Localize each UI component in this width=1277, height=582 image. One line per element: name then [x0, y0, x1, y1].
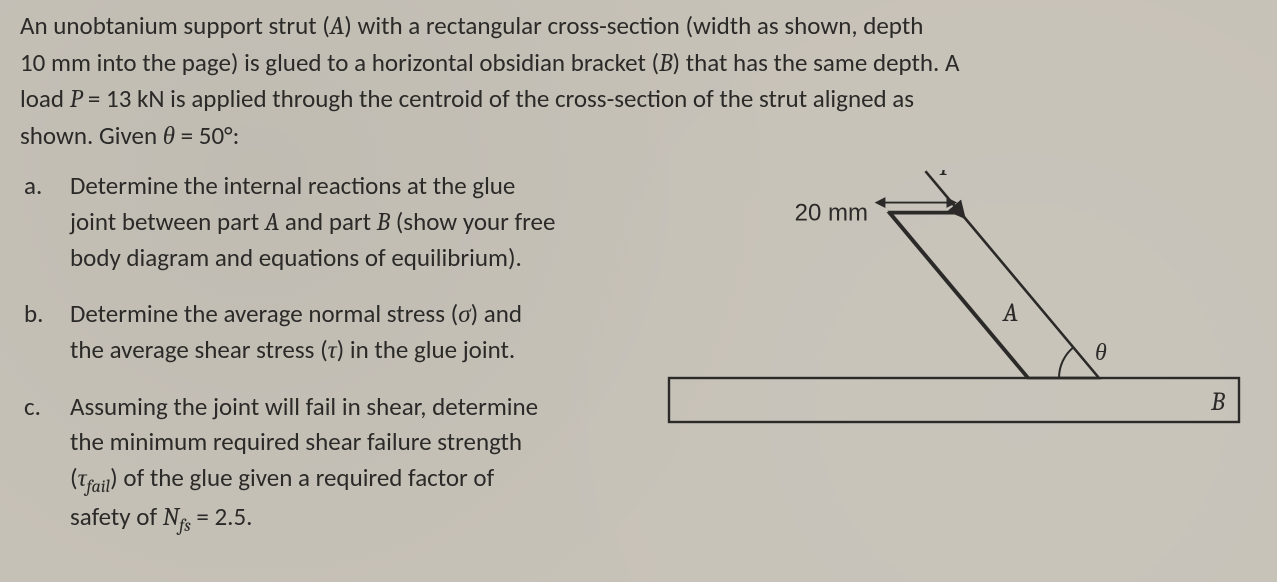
part-c-letter: c. — [20, 389, 70, 539]
label-a: A — [1002, 298, 1018, 328]
part-c-text: Assuming the joint will fail in shear, d… — [70, 389, 660, 539]
intro-line-2: 10 mm into the page) is glued to a horiz… — [20, 45, 1257, 82]
part-a: a. Determine the internal reactions at t… — [20, 168, 660, 276]
label-b: B — [1210, 387, 1225, 417]
question-list: a. Determine the internal reactions at t… — [20, 168, 660, 539]
label-20mm: 20 mm — [795, 200, 868, 227]
intro-line-1: An unobtanium support strut (A) with a r… — [20, 8, 1257, 45]
label-theta: θ — [1095, 338, 1107, 366]
angle-theta — [1059, 347, 1073, 378]
part-a-text: Determine the internal reactions at the … — [70, 168, 660, 276]
label-p: P — [939, 170, 954, 182]
figure-diagram: A B P θ 20 mm — [659, 170, 1259, 470]
intro-line-4: shown. Given θ = 50°: — [20, 118, 1257, 155]
part-c: c. Assuming the joint will fail in shear… — [20, 389, 660, 539]
part-b: b. Determine the average normal stress (… — [20, 296, 660, 369]
bracket-b-shape — [669, 378, 1239, 422]
intro-line-3: load P = 13 kN is applied through the ce… — [20, 81, 1257, 118]
problem-intro: An unobtanium support strut (A) with a r… — [20, 8, 1257, 154]
part-b-text: Determine the average normal stress (σ) … — [70, 296, 660, 369]
part-a-letter: a. — [20, 168, 70, 276]
part-b-letter: b. — [20, 296, 70, 369]
